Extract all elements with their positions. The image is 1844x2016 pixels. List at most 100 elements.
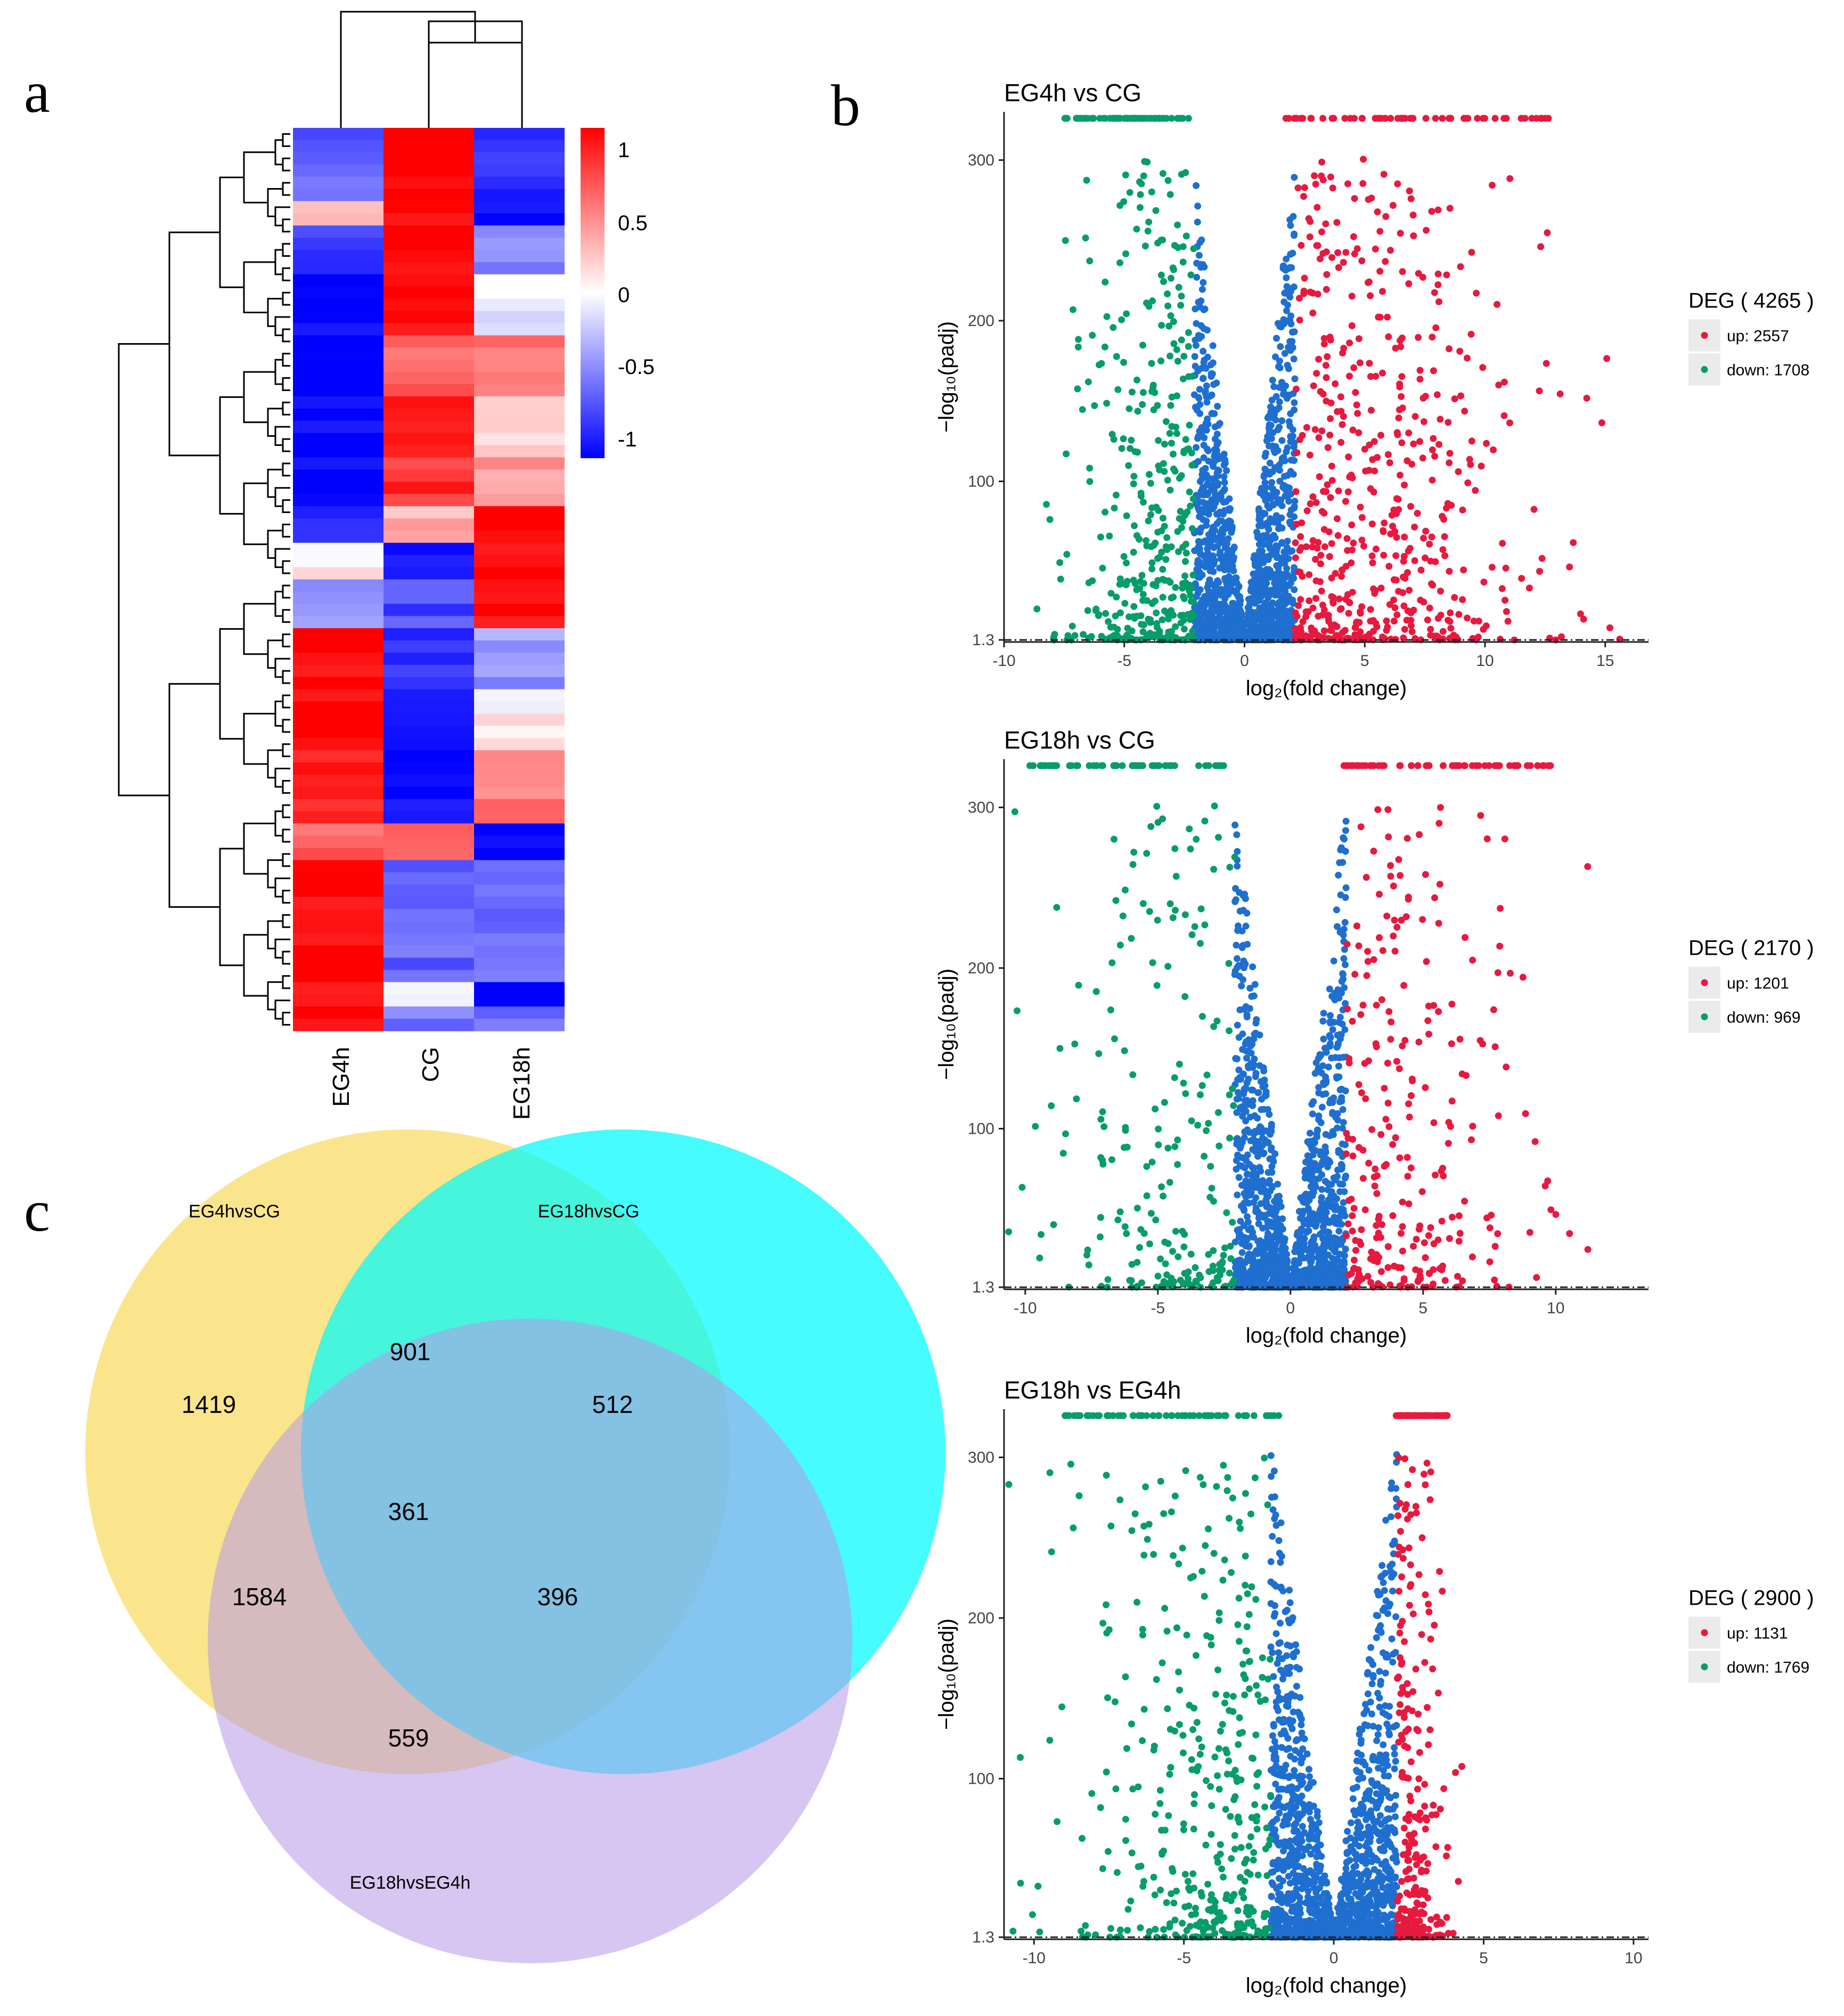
data-point: [1273, 578, 1280, 586]
data-point: [1374, 1172, 1381, 1180]
data-point: [1117, 609, 1124, 616]
data-point: [1449, 1214, 1456, 1221]
data-point: [1333, 1195, 1341, 1202]
heatmap-cell: [384, 213, 474, 226]
panel-letter-c: c: [24, 1178, 50, 1243]
data-point: [1193, 404, 1200, 412]
data-point: [1281, 289, 1288, 297]
data-point: [1225, 960, 1233, 967]
data-point: [1381, 1085, 1388, 1092]
data-point: [1264, 1106, 1271, 1113]
data-point: [1417, 1275, 1424, 1282]
data-point: [1313, 370, 1320, 377]
data-point: [1139, 900, 1147, 907]
data-point: [1401, 625, 1408, 633]
heatmap-cell: [384, 408, 474, 421]
data-point: [1368, 552, 1376, 559]
data-point: [1120, 553, 1128, 560]
data-point: [1220, 762, 1227, 769]
data-point: [1204, 475, 1212, 482]
data-point: [1202, 762, 1209, 769]
data-point: [1359, 115, 1366, 122]
data-point: [1547, 762, 1554, 769]
data-point: [1193, 273, 1201, 281]
data-point: [1084, 1246, 1091, 1254]
data-point: [1155, 1125, 1162, 1133]
data-point: [1496, 942, 1504, 950]
data-point: [1335, 872, 1342, 879]
data-point: [1467, 1136, 1475, 1143]
data-point: [1478, 462, 1485, 470]
data-point: [1201, 305, 1209, 313]
data-point: [1340, 955, 1348, 962]
heatmap-cell: [384, 250, 474, 263]
data-point: [1420, 418, 1427, 425]
data-point: [1229, 1218, 1236, 1226]
heatmap-cell: [384, 970, 474, 982]
data-point: [1283, 255, 1290, 263]
data-point: [1309, 289, 1316, 297]
data-point: [1230, 554, 1237, 561]
data-point: [1356, 619, 1363, 626]
data-point: [1457, 392, 1465, 400]
data-point: [1370, 956, 1377, 963]
data-point: [1033, 605, 1041, 613]
data-point: [1357, 503, 1364, 511]
data-point: [1377, 584, 1385, 592]
data-point: [1416, 438, 1423, 445]
data-point: [1409, 1077, 1416, 1085]
heatmap-cell: [293, 433, 384, 446]
data-point: [1381, 115, 1389, 122]
data-point: [1343, 940, 1351, 948]
data-point: [1262, 1088, 1270, 1095]
data-point: [1422, 554, 1429, 562]
heatmap-cell: [293, 713, 384, 726]
data-point: [1128, 1277, 1135, 1285]
data-point: [1203, 501, 1210, 508]
data-point: [1246, 1040, 1253, 1047]
data-point: [1284, 362, 1291, 369]
data-point: [1214, 615, 1221, 622]
data-point: [1356, 1238, 1364, 1246]
heatmap-cell: [384, 128, 474, 141]
data-point: [1419, 394, 1427, 402]
data-point: [1318, 1103, 1326, 1111]
data-point: [1439, 546, 1447, 554]
data-point: [1139, 628, 1147, 636]
data-point: [1175, 548, 1182, 555]
heatmap-cell: [474, 884, 565, 897]
data-point: [1378, 996, 1385, 1003]
data-point: [1381, 519, 1388, 527]
data-point: [1201, 817, 1209, 825]
data-point: [1203, 1127, 1210, 1134]
data-point: [1309, 543, 1316, 551]
data-point: [1273, 588, 1280, 596]
data-point: [1455, 611, 1463, 618]
dendrogram-branch: [243, 603, 275, 655]
heatmap-cell: [474, 799, 565, 812]
data-point: [1180, 353, 1188, 360]
data-point: [1123, 559, 1130, 567]
data-point: [1216, 508, 1223, 516]
data-point: [1319, 1223, 1327, 1231]
data-point: [1401, 481, 1408, 489]
data-point: [1096, 115, 1104, 122]
data-point: [1267, 422, 1275, 429]
data-point: [1181, 1231, 1188, 1238]
colorbar-tick: -0.5: [618, 355, 655, 379]
heatmap-cell: [293, 152, 384, 165]
data-point: [1197, 606, 1205, 613]
heatmap-cell: [474, 384, 565, 397]
data-point: [1143, 537, 1150, 544]
data-point: [1446, 459, 1453, 467]
data-point: [1365, 1057, 1372, 1064]
data-point: [1140, 172, 1147, 180]
dendrogram-branch: [282, 157, 290, 172]
data-point: [1318, 1171, 1326, 1178]
data-point: [1434, 1236, 1442, 1243]
x-tick-label: -10: [992, 652, 1015, 670]
data-point: [1249, 582, 1256, 589]
dendrogram-branch: [274, 810, 283, 837]
data-point: [1243, 1170, 1251, 1178]
data-point: [1382, 213, 1390, 220]
